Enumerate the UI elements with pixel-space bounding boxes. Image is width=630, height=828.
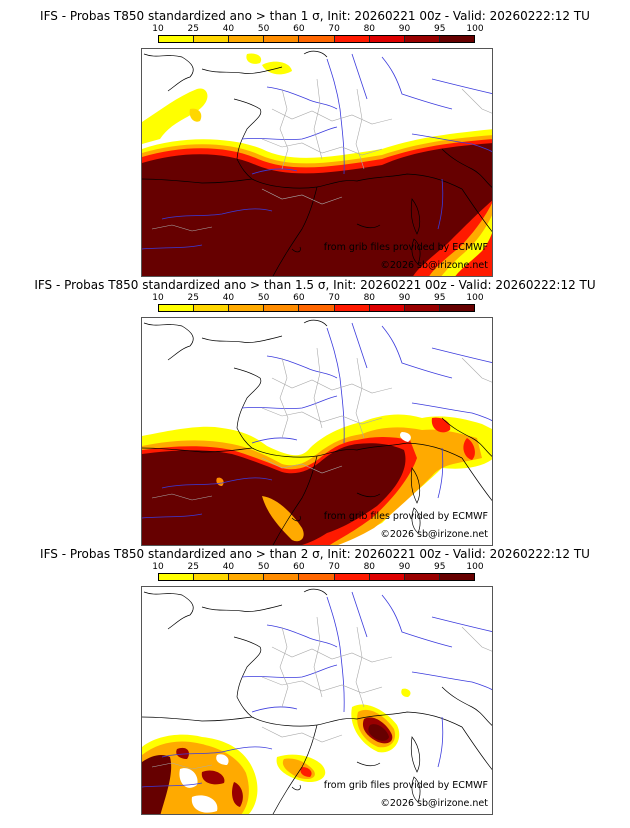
- colorbar-segment: [404, 574, 440, 580]
- colorbar-segment: [439, 574, 474, 580]
- map-svg: [142, 50, 492, 276]
- panel-title: IFS - Probas T850 standardized ano > tha…: [34, 278, 596, 292]
- colorbar-segment: [264, 36, 300, 42]
- colorbar-tick: 50: [257, 293, 270, 303]
- colorbar-tick: 10: [152, 562, 164, 572]
- credit-copyright: ©2026 sb@irizone.net: [380, 798, 488, 809]
- colorbar-tick: 10: [152, 293, 164, 303]
- colorbar-ticks: 10 25 40 50 60 70 80 90 95 100: [148, 24, 485, 34]
- colorbar-tick: 25: [187, 24, 199, 34]
- colorbar-tick: 40: [222, 562, 235, 572]
- colorbar-tick: 40: [222, 293, 235, 303]
- coastlines: [142, 588, 492, 814]
- panel-title: IFS - Probas T850 standardized ano > tha…: [40, 547, 590, 561]
- colorbar-segment: [229, 574, 265, 580]
- rivers: [142, 591, 492, 788]
- colorbar-tick: 80: [363, 562, 376, 572]
- probability-field: [142, 53, 492, 276]
- probability-map-1-5sigma: from grib files provided by ECMWF ©2026 …: [141, 317, 493, 546]
- colorbar-tick: 90: [398, 293, 411, 303]
- colorbar-segment: [194, 36, 230, 42]
- coastlines: [142, 50, 492, 276]
- colorbar-tick: 100: [466, 24, 484, 34]
- colorbar-segment: [334, 305, 370, 311]
- colorbar-tick: 80: [363, 293, 376, 303]
- map-svg: [142, 588, 492, 814]
- credit-copyright: ©2026 sb@irizone.net: [380, 529, 488, 540]
- colorbar-segment: [159, 574, 195, 580]
- colorbar-segment: [334, 36, 370, 42]
- colorbar-segment: [159, 36, 195, 42]
- colorbar-tick: 10: [152, 24, 164, 34]
- rivers: [142, 53, 492, 250]
- colorbar-tick: 25: [187, 562, 199, 572]
- colorbar-tick: 100: [466, 562, 484, 572]
- colorbar-segment: [439, 36, 474, 42]
- colorbar-tick: 50: [257, 562, 270, 572]
- panel-title: IFS - Probas T850 standardized ano > tha…: [40, 9, 590, 23]
- admin-borders: [151, 347, 492, 501]
- panel-2sigma: IFS - Probas T850 standardized ano > tha…: [0, 547, 630, 815]
- colorbar-ticks: 10 25 40 50 60 70 80 90 95 100: [148, 293, 485, 303]
- colorbar-segment: [334, 574, 370, 580]
- colorbar-segment: [229, 36, 265, 42]
- colorbar-tick: 25: [187, 293, 199, 303]
- colorbar-segment: [369, 36, 405, 42]
- colorbar-tick: 90: [398, 24, 411, 34]
- colorbar-tick: 100: [466, 293, 484, 303]
- colorbar-segment: [404, 305, 440, 311]
- colorbar-tick: 80: [363, 24, 376, 34]
- credit-source: from grib files provided by ECMWF: [323, 780, 488, 791]
- colorbar-segment: [369, 574, 405, 580]
- colorbar-segment: [194, 574, 230, 580]
- colorbar-segment: [404, 36, 440, 42]
- colorbar-tick: 60: [293, 293, 305, 303]
- colorbar-tick: 70: [328, 24, 340, 34]
- credit-copyright: ©2026 sb@irizone.net: [380, 260, 488, 271]
- colorbar-tick: 90: [398, 562, 411, 572]
- probability-field: [142, 688, 411, 814]
- colorbar-tick: 70: [328, 293, 340, 303]
- colorbar-tick: 50: [257, 24, 270, 34]
- colorbar-tick: 40: [222, 24, 235, 34]
- colorbar-tick: 95: [434, 293, 446, 303]
- colorbar-ticks: 10 25 40 50 60 70 80 90 95 100: [148, 562, 485, 572]
- colorbar-segment: [194, 305, 230, 311]
- probability-map-2sigma: from grib files provided by ECMWF ©2026 …: [141, 586, 493, 815]
- colorbar: [158, 304, 475, 312]
- colorbar-segment: [299, 574, 335, 580]
- colorbar-segment: [264, 305, 300, 311]
- colorbar-segment: [229, 305, 265, 311]
- colorbar-segment: [369, 305, 405, 311]
- colorbar-segment: [299, 305, 335, 311]
- colorbar: [158, 35, 475, 43]
- panel-1sigma: IFS - Probas T850 standardized ano > tha…: [0, 9, 630, 277]
- probability-map-1sigma: from grib files provided by ECMWF ©2026 …: [141, 48, 493, 277]
- map-svg: [142, 319, 492, 545]
- panel-1-5sigma: IFS - Probas T850 standardized ano > tha…: [0, 278, 630, 546]
- admin-borders: [151, 78, 492, 232]
- probability-field: [142, 414, 492, 545]
- colorbar-segment: [439, 305, 474, 311]
- admin-borders: [151, 616, 492, 770]
- credit-source: from grib files provided by ECMWF: [323, 511, 488, 522]
- colorbar-segment: [159, 305, 195, 311]
- colorbar-tick: 60: [293, 24, 305, 34]
- colorbar-tick: 70: [328, 562, 340, 572]
- coastlines: [142, 319, 492, 545]
- colorbar-segment: [264, 574, 300, 580]
- colorbar: [158, 573, 475, 581]
- colorbar-tick: 95: [434, 24, 446, 34]
- colorbar-tick: 60: [293, 562, 305, 572]
- rivers: [142, 322, 492, 519]
- colorbar-tick: 95: [434, 562, 446, 572]
- credit-source: from grib files provided by ECMWF: [323, 242, 488, 253]
- colorbar-segment: [299, 36, 335, 42]
